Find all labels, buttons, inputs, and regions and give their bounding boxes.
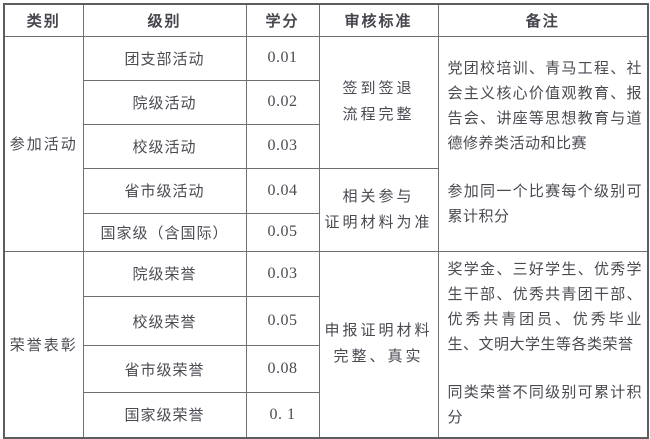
header-category: 类别 (3, 3, 84, 37)
credit-cell: 0.02 (245, 79, 320, 125)
table-row: 院级活动 0.02 (4, 79, 648, 125)
remark-cell-activities: 党团校培训、青马工程、社会主义核心价值观教育、报告会、讲座等思想教育与道德修养类… (437, 35, 649, 252)
table-row: 校级荣誉 0.05 (4, 295, 648, 347)
credit-cell: 0.05 (245, 212, 320, 252)
table-row: 省市级活动 0.04 相关参与 证明材料为准 (4, 167, 648, 252)
criteria-cell-declare: 申报证明材料 完整、真实 (318, 250, 439, 438)
level-cell: 院级活动 (82, 79, 247, 125)
category-cell-activities: 参加活动 (3, 35, 84, 252)
level-cell: 省市级活动 (82, 167, 247, 214)
credit-cell: 0.08 (245, 345, 320, 393)
level-cell: 团支部活动 (82, 35, 247, 81)
credit-cell: 0. 1 (245, 391, 320, 439)
credit-cell: 0.03 (245, 250, 320, 297)
header-criteria: 审核标准 (318, 3, 439, 37)
header-remark: 备注 (437, 3, 649, 37)
remark-paragraph: 奖学金、三好学生、优秀学生干部、优秀共青团干部、优秀共青团员、优秀毕业生、文明大… (447, 261, 642, 353)
credit-cell: 0.03 (245, 123, 320, 169)
remark-cell-honors: 奖学金、三好学生、优秀学生干部、优秀共青团干部、优秀共青团员、优秀毕业生、文明大… (437, 250, 649, 438)
level-cell: 校级荣誉 (82, 295, 247, 347)
header-credit: 学分 (245, 3, 320, 37)
criteria-cell-proof: 相关参与 证明材料为准 (318, 167, 439, 252)
table-row: 参加活动 团支部活动 0.01 签到签退 流程完整 党团校培训、青马工程、社会主… (3, 35, 649, 252)
table-row: 校级活动 0.03 (4, 123, 648, 169)
table-row: 省市级荣誉 0.08 (4, 345, 648, 393)
header-row: 类别 级别 学分 审核标准 备注 (3, 3, 649, 37)
remark-paragraph: 参加同一个比赛每个级别可累计积分 (447, 184, 642, 225)
level-cell: 院级荣誉 (82, 250, 247, 297)
level-cell: 省市级荣誉 (82, 345, 247, 393)
criteria-cell-signin: 签到签退 流程完整 (318, 35, 439, 169)
credit-cell: 0.01 (245, 35, 320, 81)
credit-rules-table: 类别 级别 学分 审核标准 备注 参加活动 团支部活动 0.01 签到签退 流程… (3, 3, 649, 439)
remark-paragraph: 同类荣誉不同级别可累计积分 (447, 384, 642, 426)
header-level: 级别 (82, 3, 247, 37)
level-cell: 国家级荣誉 (82, 391, 247, 439)
level-cell: 国家级（含国际） (82, 212, 247, 252)
table-row: 荣誉表彰 院级荣誉 0.03 申报证明材料 完整、真实 奖学金、三好学生、优秀学… (3, 250, 649, 438)
credit-cell: 0.05 (245, 295, 320, 347)
level-cell: 校级活动 (82, 123, 247, 169)
credit-cell: 0.04 (245, 167, 320, 214)
category-cell-honors: 荣誉表彰 (3, 250, 84, 438)
remark-paragraph: 党团校培训、青马工程、社会主义核心价值观教育、报告会、讲座等思想教育与道德修养类… (447, 61, 642, 152)
